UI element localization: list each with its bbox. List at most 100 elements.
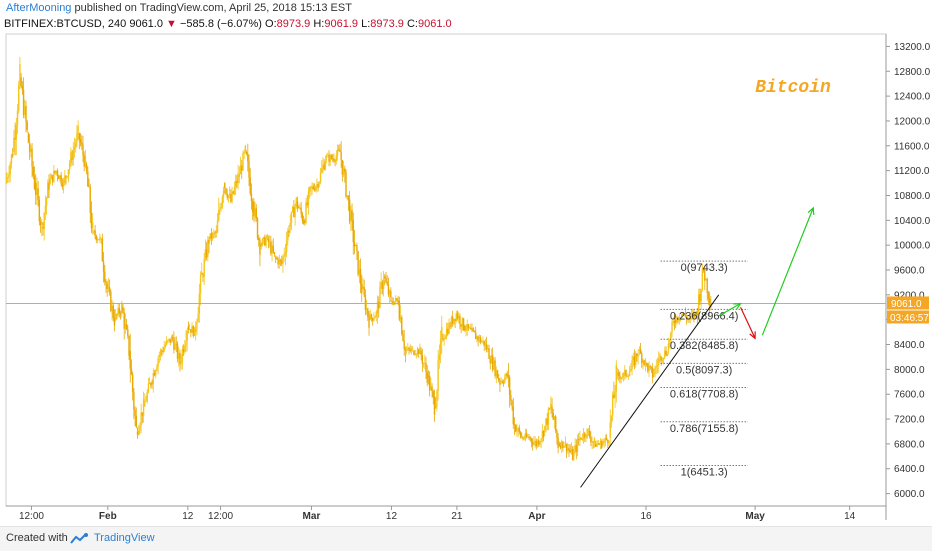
candle-body <box>316 183 318 187</box>
price-chart[interactable]: 6000.0 6400.0 6800.0 7200.0 7600.0 8000.0 8400… <box>0 0 932 526</box>
candle-body <box>603 440 605 444</box>
x-tick-label: 12:00 <box>19 511 44 522</box>
candle-body <box>622 373 625 377</box>
arrow-green-line[interactable] <box>718 303 741 317</box>
candle-body <box>298 207 300 209</box>
candle-body <box>644 359 647 366</box>
candle-body <box>586 428 588 438</box>
candle-body <box>397 300 399 304</box>
candle-body <box>236 180 238 184</box>
candle-body <box>607 439 609 443</box>
candle-body <box>530 438 533 442</box>
candle-body <box>317 183 319 189</box>
candle-body <box>213 232 215 234</box>
candle-body <box>637 354 639 357</box>
close-label: C: <box>406 18 418 30</box>
candle-body <box>421 355 424 364</box>
candle-body <box>314 186 317 191</box>
candle-body <box>264 237 266 246</box>
candle-body <box>335 155 338 162</box>
candle-body <box>581 438 584 440</box>
candle-body <box>122 307 124 313</box>
candle-body <box>197 313 199 323</box>
candle-body <box>352 219 354 243</box>
candle-body <box>444 336 447 339</box>
candle-body <box>55 170 58 173</box>
candle-body <box>357 251 359 275</box>
candle-body <box>327 154 329 157</box>
candle-body <box>181 349 184 363</box>
y-tick-label: 10400.0 <box>894 216 931 227</box>
candle-body <box>100 238 102 240</box>
candle-body <box>524 433 527 439</box>
candle-body <box>224 183 226 189</box>
candle-body <box>62 180 65 187</box>
candle-body <box>255 208 258 219</box>
candle-body <box>176 343 179 359</box>
candle-body <box>37 188 39 200</box>
candle-body <box>304 220 306 223</box>
candle-body <box>483 340 485 346</box>
candle-body <box>282 256 284 264</box>
candle-body <box>83 154 85 167</box>
candle-body <box>159 350 162 356</box>
tradingview-brand-link[interactable]: TradingView <box>94 532 155 544</box>
candle-body <box>205 249 208 258</box>
candle-body <box>362 286 364 289</box>
candle-body <box>203 259 205 277</box>
author-link[interactable]: AfterMooning <box>6 2 72 14</box>
arrow-red-line[interactable] <box>740 307 756 339</box>
candle-body <box>119 313 122 315</box>
candle-body <box>387 284 390 295</box>
candle-body <box>544 426 546 432</box>
candle-body <box>496 370 499 379</box>
candle-body <box>474 332 477 340</box>
candle-body <box>658 358 660 366</box>
candle-body <box>53 170 55 182</box>
candle-body <box>695 311 698 314</box>
candle-body <box>185 341 187 346</box>
arrow-green-line[interactable] <box>761 207 814 336</box>
candle-body <box>401 317 403 335</box>
candle-body <box>278 259 281 265</box>
candle-body <box>72 149 74 160</box>
candle-body <box>318 182 321 184</box>
candle-body <box>216 220 219 233</box>
candle-body <box>570 449 573 453</box>
publish-text: published on TradingView.com, April 25, … <box>71 2 352 14</box>
candle-body <box>131 374 134 393</box>
plot-area[interactable] <box>5 33 887 507</box>
candle-body <box>239 165 242 175</box>
candle-body <box>579 437 581 441</box>
candle-body <box>546 418 548 425</box>
candle-body <box>430 386 432 391</box>
candle-body <box>561 441 563 449</box>
candle-body <box>175 343 178 345</box>
candle-body <box>274 257 277 259</box>
candle-body <box>174 343 176 350</box>
symbol-label[interactable]: BITFINEX:BTCUSD, 240 <box>4 18 127 30</box>
candle-body <box>221 196 224 208</box>
candle-body <box>404 349 407 351</box>
y-tick-label: 6400.0 <box>894 464 925 475</box>
candle-body <box>124 324 127 329</box>
candle-body <box>525 433 528 437</box>
candle-body <box>348 199 351 222</box>
candle-body <box>193 326 196 337</box>
trend-line[interactable] <box>580 294 720 488</box>
candle-body <box>436 391 438 408</box>
candle-body <box>414 354 416 356</box>
candle-body <box>58 175 60 180</box>
candle-body <box>227 195 230 198</box>
y-tick-label: 11200.0 <box>894 166 930 177</box>
candle-body <box>283 255 285 257</box>
candle-body <box>508 377 511 395</box>
candle-body <box>592 441 594 443</box>
candle-body <box>547 408 550 425</box>
candle-body <box>531 441 534 445</box>
candle-body <box>319 172 322 183</box>
tradingview-logo-icon <box>70 533 88 544</box>
candle-body <box>540 438 542 442</box>
candle-body <box>222 190 225 197</box>
candle-body <box>477 336 479 341</box>
